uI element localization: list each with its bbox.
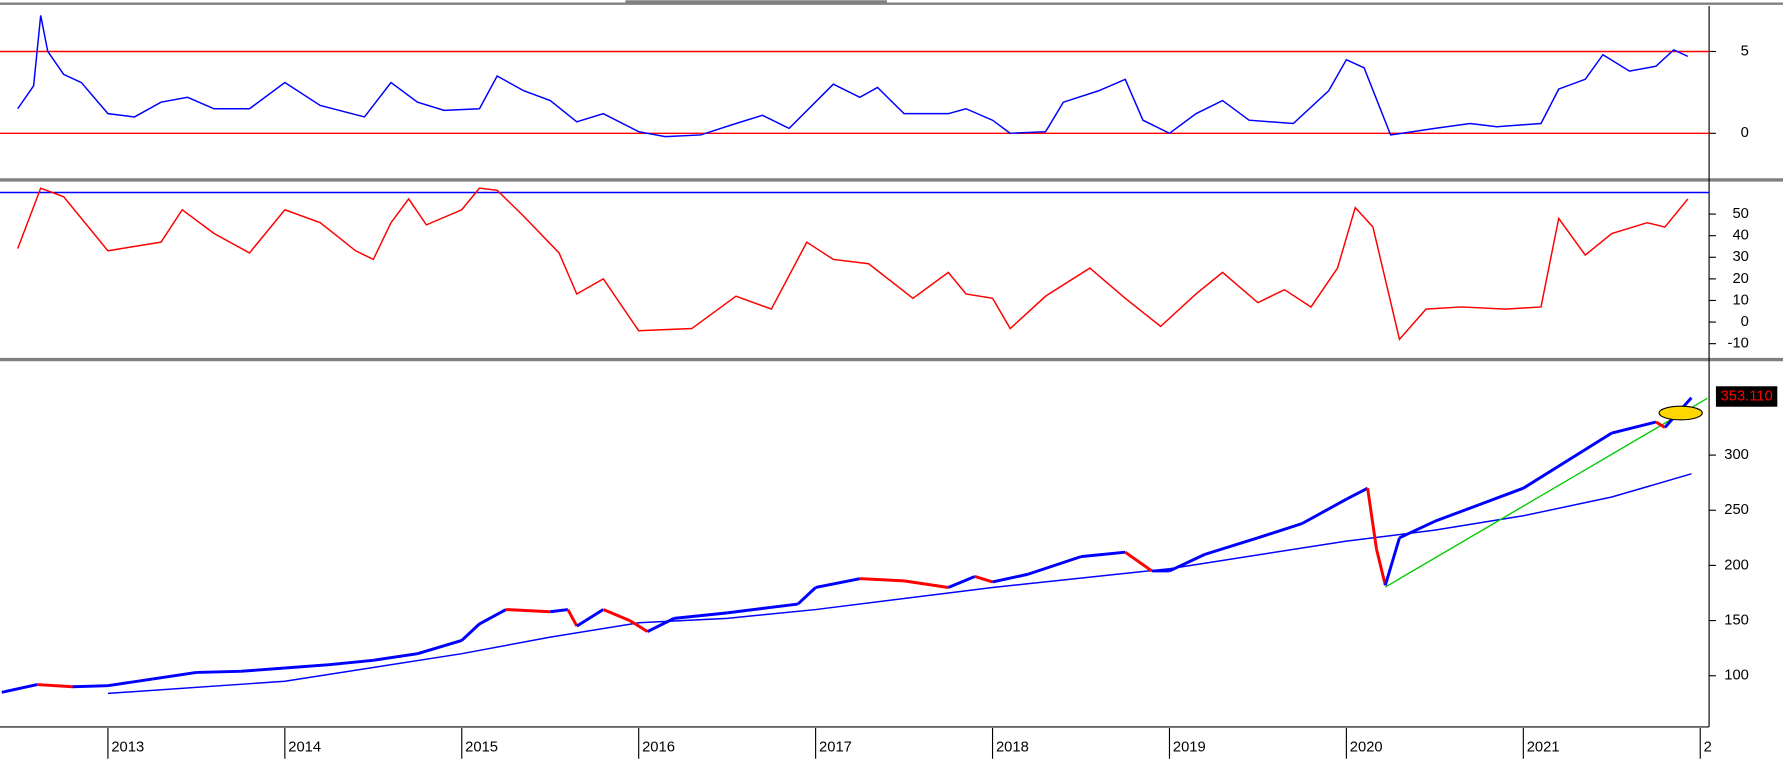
price-segment	[974, 575, 993, 584]
price-segment	[629, 619, 649, 633]
price-segment	[417, 639, 463, 656]
x-tick-label: 2021	[1527, 739, 1560, 755]
price-segment	[460, 622, 481, 642]
y-tick-label: 20	[1732, 271, 1748, 287]
indicator-line	[17, 15, 1689, 138]
price-segment	[1168, 553, 1206, 573]
price-segment	[602, 608, 631, 622]
price-segment	[1027, 555, 1082, 576]
price-segment	[1080, 550, 1126, 559]
price-segment	[328, 658, 374, 667]
indicator-line	[17, 187, 1689, 341]
price-segment	[1345, 486, 1369, 501]
price-segment	[1257, 522, 1303, 540]
price-segment	[903, 579, 949, 589]
price-segment	[771, 602, 799, 609]
price-segment	[1301, 497, 1348, 525]
y-tick-label: 100	[1724, 668, 1749, 684]
price-segment	[37, 683, 73, 689]
price-segment	[575, 608, 605, 628]
y-tick-label: 300	[1724, 447, 1749, 463]
price-segment	[815, 577, 861, 589]
y-tick-label: 0	[1741, 125, 1749, 141]
x-tick-label: 2013	[111, 739, 144, 755]
price-segment	[673, 611, 728, 620]
price-segment	[1478, 486, 1524, 507]
price-segment	[1566, 431, 1613, 462]
x-tick-label: 2014	[288, 739, 321, 755]
y-tick-label: 30	[1732, 249, 1748, 265]
price-segment	[1434, 503, 1480, 523]
price-segment	[478, 608, 507, 626]
price-segment	[1, 683, 38, 694]
price-segment	[107, 677, 153, 688]
trendline	[1384, 397, 1708, 588]
y-tick-label: 5	[1741, 43, 1749, 59]
price-marker-label: 353.110	[1720, 388, 1772, 404]
price-segment	[240, 666, 285, 673]
x-tick-label: 2019	[1173, 739, 1206, 755]
price-segment	[1366, 487, 1378, 550]
x-tick-label: 2018	[996, 739, 1029, 755]
price-segment	[1204, 536, 1259, 556]
y-tick-label: -10	[1728, 336, 1749, 352]
price-segment	[566, 608, 579, 627]
x-tick-label: 2020	[1350, 739, 1383, 755]
y-tick-label: 250	[1724, 502, 1749, 518]
price-segment	[1124, 550, 1153, 573]
price-segment	[1655, 420, 1666, 429]
price-segment	[1375, 548, 1387, 586]
price-segment	[151, 670, 197, 681]
y-tick-label: 0	[1741, 314, 1749, 330]
price-segment	[196, 669, 241, 674]
y-tick-label: 150	[1724, 612, 1749, 628]
price-segment	[1522, 459, 1569, 490]
price-segment	[505, 608, 551, 614]
x-tick-label: 2	[1704, 739, 1712, 755]
x-tick-label: 2017	[819, 739, 852, 755]
price-segment	[1398, 519, 1436, 540]
y-tick-label: 200	[1724, 557, 1749, 573]
moving-average	[107, 473, 1692, 695]
x-tick-label: 2016	[642, 739, 675, 755]
y-tick-label: 50	[1732, 206, 1748, 222]
x-tick-label: 2015	[465, 739, 498, 755]
price-segment	[947, 575, 976, 589]
price-segment	[646, 617, 675, 633]
price-marker-box	[1715, 386, 1778, 407]
highlight-ellipse	[1658, 405, 1703, 421]
price-segment	[1383, 537, 1401, 586]
price-segment	[796, 586, 817, 606]
price-segment	[550, 608, 569, 614]
price-segment	[726, 605, 772, 615]
price-segment	[373, 652, 418, 662]
price-segment	[1611, 420, 1657, 435]
price-segment	[72, 684, 108, 689]
price-segment	[859, 577, 905, 583]
y-tick-label: 10	[1732, 292, 1748, 308]
price-segment	[284, 663, 330, 670]
y-tick-label: 40	[1732, 228, 1748, 244]
price-segment	[992, 572, 1029, 584]
